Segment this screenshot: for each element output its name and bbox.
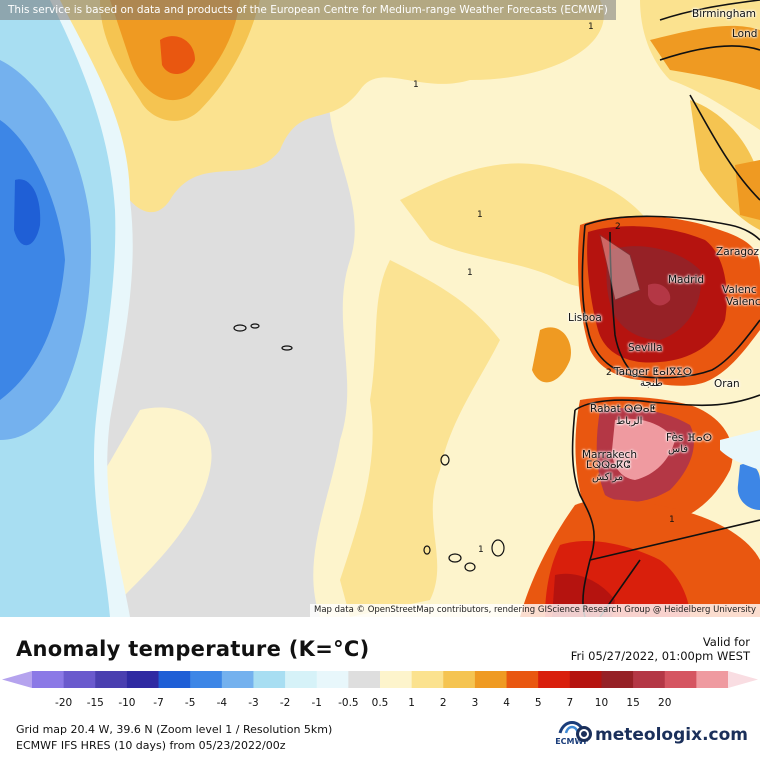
scale-tick-label: -7 (153, 697, 164, 709)
city-valencia: Valenc (722, 284, 757, 296)
ecmwf-notice: This service is based on data and produc… (0, 0, 616, 20)
scale-tick-label: 5 (534, 697, 542, 709)
contour-label: 1 (413, 80, 419, 90)
scale-tick-label: 15 (626, 697, 640, 709)
valid-datetime: Fri 05/27/2022, 01:00pm WEST (570, 649, 750, 663)
city-marrakech-tifinagh: ⵎⵕⵕⴰⴽⵛ (586, 460, 631, 471)
scale-tick-label: 2 (439, 697, 447, 709)
scale-swatch (190, 671, 223, 688)
city-rabat-arabic: الرباط (616, 416, 643, 427)
scale-tick-label: -5 (184, 697, 196, 709)
scale-tick-label: 4 (503, 697, 510, 709)
scale-swatch (32, 671, 65, 688)
city-rabat: Rabat ⵕⴱⴰⵟ (590, 403, 657, 415)
scale-swatch (569, 671, 602, 688)
city-marrakech: Marrakech (582, 449, 637, 461)
scale-swatch (63, 671, 96, 688)
city-london: Lond (732, 28, 758, 40)
scale-swatch (316, 671, 349, 688)
scale-swatch (221, 671, 254, 688)
scale-swatch (380, 671, 413, 688)
scale-tick-label: 7 (566, 697, 574, 709)
scale-swatch (443, 671, 476, 688)
city-zaragoza: Zaragoz (716, 246, 759, 258)
valid-time: Valid for Fri 05/27/2022, 01:00pm WEST (571, 635, 750, 663)
city-oran: Oran (714, 378, 740, 390)
city-sevilla: Sevilla (628, 342, 663, 354)
meteologix-logo[interactable]: meteologix.com (576, 725, 748, 745)
scale-tick-label: -10 (118, 697, 136, 709)
scale-swatch (411, 671, 444, 688)
meteologix-logo-text: meteologix.com (595, 725, 748, 745)
scale-swatch (285, 671, 318, 688)
city-birmingham: Birmingham (692, 8, 757, 20)
contour-label: 1 (588, 22, 594, 32)
map-area[interactable]: This service is based on data and produc… (0, 0, 760, 617)
scale-swatch (126, 671, 160, 688)
temperature-anomaly-map (0, 0, 760, 617)
scale-swatch (348, 671, 381, 688)
scale-swatch (158, 671, 191, 688)
contour-label: 2 (606, 368, 612, 378)
scale-tick-label: 1 (408, 697, 415, 709)
scale-swatch (506, 671, 539, 688)
legend-panel: Anomaly temperature (K=°C) Valid for Fri… (0, 617, 760, 760)
city-tanger: Tanger ⵟⴰⵏⴳⵉⵔ (614, 366, 693, 378)
valid-label: Valid for (702, 635, 750, 649)
scale-swatch (696, 671, 729, 688)
city-fes: Fès ⴼⴰⵙ (666, 432, 713, 444)
city-marrakech-arabic: مراكش (592, 472, 624, 483)
color-scale-ticks: -20 -15 -10 -7 -5 -4 -3 -2 -1 -0.5 0.5 1 2 3 4 5 7 10 15 20 (0, 697, 760, 711)
map-attribution[interactable]: Map data © OpenStreetMap contributors, r… (310, 604, 760, 617)
scale-tick-label: -4 (216, 697, 228, 709)
ecmwf-logo-text: ECMWF (555, 737, 589, 746)
scale-tick-label: 20 (658, 697, 672, 709)
scale-tick-label: 0.5 (371, 697, 389, 709)
city-valencia-alt: Valenc (726, 296, 760, 308)
scale-arrow-high (728, 671, 758, 688)
scale-tick-label: 10 (594, 697, 609, 709)
city-madrid: Madrid (668, 274, 705, 286)
scale-tick-label: -3 (248, 697, 259, 709)
contour-label: 1 (477, 210, 483, 220)
scale-tick-label: -1 (311, 697, 322, 709)
contour-label: 1 (467, 268, 473, 278)
scale-swatch (664, 671, 697, 688)
scale-arrow-low (2, 671, 32, 688)
globe-icon (576, 726, 593, 742)
contour-label: 2 (615, 222, 621, 232)
scale-swatch (95, 671, 128, 688)
contour-label: 1 (669, 515, 675, 525)
scale-tick-label: -2 (279, 697, 291, 709)
city-lisboa: Lisboa (568, 312, 602, 324)
scale-swatch (601, 671, 634, 688)
scale-tick-label: -0.5 (338, 697, 359, 709)
scale-tick-label: 3 (471, 697, 479, 709)
scale-swatch (538, 671, 571, 688)
contour-label: 1 (478, 545, 484, 555)
legend-title: Anomaly temperature (K=°C) (16, 637, 370, 661)
scale-swatch (633, 671, 666, 688)
scale-tick-label: -20 (55, 697, 73, 709)
city-tanger-arabic: طنجة (640, 378, 663, 389)
scale-swatch (474, 671, 508, 688)
model-info: ECMWF IFS HRES (10 days) from 05/23/2022… (16, 739, 286, 752)
city-fes-arabic: فاس (668, 444, 689, 455)
color-scale (2, 671, 758, 688)
grid-info: Grid map 20.4 W, 39.6 N (Zoom level 1 / … (16, 723, 333, 736)
scale-swatch (253, 671, 286, 688)
scale-tick-label: -15 (86, 697, 104, 709)
